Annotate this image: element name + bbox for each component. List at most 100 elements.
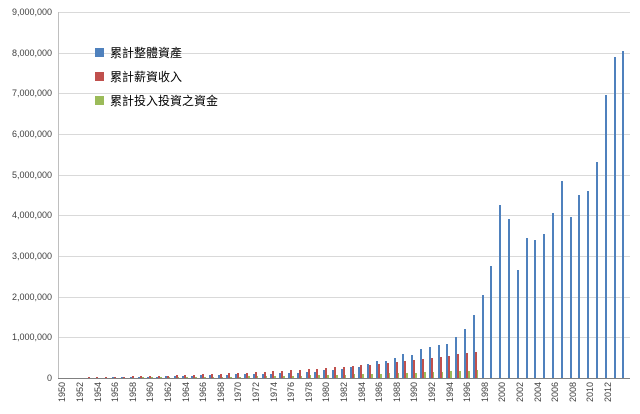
legend-swatch-total-assets-icon xyxy=(95,48,104,57)
bar-invested-capital xyxy=(397,373,400,378)
x-axis-tick-label: 1990 xyxy=(409,381,420,402)
bar-total-assets xyxy=(200,375,202,378)
bar-salary-income xyxy=(184,374,187,378)
bar-invested-capital xyxy=(406,372,408,378)
bar-total-assets xyxy=(367,363,370,378)
bar-invested-capital xyxy=(133,377,136,378)
bar-total-assets xyxy=(208,375,211,378)
bar-invested-capital xyxy=(450,371,452,378)
y-axis-tick-label: 2,000,000 xyxy=(11,291,52,302)
bar-total-assets xyxy=(508,219,510,378)
y-axis-tick-label: 4,000,000 xyxy=(11,210,52,221)
gridline xyxy=(58,52,630,54)
bar-salary-income xyxy=(386,362,389,378)
legend-swatch-invested-capital-icon xyxy=(95,96,104,105)
bar-salary-income xyxy=(246,372,248,378)
bar-salary-income xyxy=(149,376,152,378)
bar-salary-income xyxy=(457,354,460,378)
bar-salary-income xyxy=(166,375,169,378)
bar-salary-income xyxy=(404,361,407,378)
bar-salary-income xyxy=(61,377,64,378)
bar-invested-capital xyxy=(221,376,224,378)
x-axis-tick-label: 1996 xyxy=(462,381,473,402)
bar-salary-income xyxy=(466,353,468,378)
y-axis-tick-label: 0 xyxy=(46,373,52,383)
bar-total-assets xyxy=(147,376,150,378)
bar-salary-income xyxy=(78,377,81,378)
x-axis-tick-label: 1964 xyxy=(180,381,191,402)
bar-invested-capital xyxy=(98,377,100,378)
bar-invested-capital xyxy=(424,372,426,378)
x-axis-tick-label: 2008 xyxy=(567,381,578,402)
x-axis-tick-label: 1970 xyxy=(233,381,244,402)
x-axis-tick-label: 1984 xyxy=(356,381,367,402)
bar-invested-capital xyxy=(212,376,215,378)
bar-invested-capital xyxy=(353,374,356,378)
bar-total-assets xyxy=(393,358,396,378)
gridline xyxy=(58,12,630,13)
bar-total-assets xyxy=(516,270,519,378)
bar-salary-income xyxy=(448,355,451,378)
x-axis-tick-label: 1954 xyxy=(92,381,103,402)
bar-invested-capital xyxy=(380,373,382,378)
bar-invested-capital xyxy=(142,377,144,378)
y-axis-tick-label: 7,000,000 xyxy=(11,88,52,99)
y-axis-line xyxy=(58,12,59,378)
bar-total-assets xyxy=(138,377,141,378)
bar-invested-capital xyxy=(432,371,435,378)
bar-salary-income xyxy=(140,376,143,378)
bar-total-assets xyxy=(596,162,598,378)
bar-total-assets xyxy=(464,329,466,378)
bar-invested-capital xyxy=(151,377,153,378)
bar-total-assets xyxy=(173,376,176,378)
bar-salary-income xyxy=(202,374,204,378)
x-axis-tick-label: 2012 xyxy=(603,381,613,402)
bar-salary-income xyxy=(70,377,72,378)
bar-salary-income xyxy=(430,357,433,378)
bar-salary-income xyxy=(272,371,275,378)
bar-total-assets xyxy=(103,377,106,378)
legend-item-invested-capital: 累計投入投資之資金 xyxy=(95,92,218,109)
bar-total-assets xyxy=(305,372,308,378)
bar-invested-capital xyxy=(177,377,180,378)
bar-total-assets xyxy=(622,50,625,378)
gridline xyxy=(58,134,630,135)
x-axis-tick-label: 1950 xyxy=(57,381,68,402)
bar-total-assets xyxy=(384,360,387,378)
bar-total-assets xyxy=(270,374,273,378)
gridline xyxy=(58,93,630,95)
bar-total-assets xyxy=(235,374,238,378)
bar-invested-capital xyxy=(371,373,373,378)
bar-invested-capital xyxy=(239,376,241,378)
gridline xyxy=(58,337,630,339)
bar-total-assets xyxy=(481,294,484,378)
bar-total-assets xyxy=(314,371,317,378)
bar-total-assets xyxy=(156,376,158,378)
y-axis-tick-label: 8,000,000 xyxy=(11,47,52,58)
gridline xyxy=(58,296,630,298)
bar-invested-capital xyxy=(415,372,417,378)
bar-total-assets xyxy=(59,377,62,378)
bar-total-assets xyxy=(191,375,194,378)
bar-total-assets xyxy=(472,314,475,378)
bar-invested-capital xyxy=(441,371,444,378)
legend-label-total-assets: 累計整體資產 xyxy=(110,46,183,60)
bar-total-assets xyxy=(182,375,185,378)
bar-total-assets xyxy=(552,213,554,378)
bar-salary-income xyxy=(395,362,398,378)
bar-salary-income xyxy=(316,368,319,378)
bar-invested-capital xyxy=(283,375,285,378)
legend-label-salary-income: 累計薪資收入 xyxy=(110,70,183,84)
bar-invested-capital xyxy=(468,370,470,378)
bar-invested-capital xyxy=(309,375,312,378)
bar-salary-income xyxy=(254,372,257,378)
bar-salary-income xyxy=(325,368,328,378)
bar-salary-income xyxy=(298,369,301,378)
x-axis-tick-label: 1962 xyxy=(163,381,173,402)
bar-total-assets xyxy=(85,377,88,378)
bar-total-assets xyxy=(437,344,440,378)
x-axis-tick-label: 1998 xyxy=(479,381,490,402)
bar-total-assets xyxy=(226,374,229,378)
bar-invested-capital xyxy=(292,375,294,378)
